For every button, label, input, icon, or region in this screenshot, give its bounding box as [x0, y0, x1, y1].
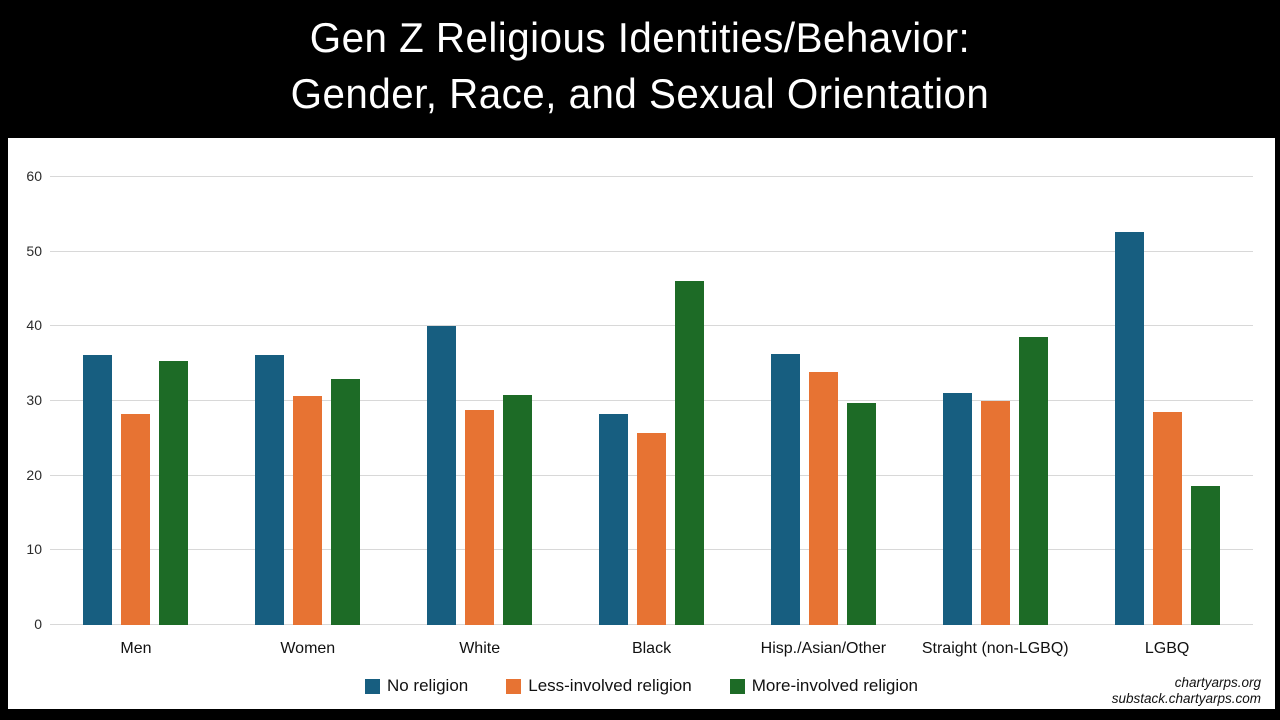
chart-title-line1: Gen Z Religious Identities/Behavior:: [309, 14, 971, 61]
bar: [255, 355, 285, 625]
x-axis-label: Women: [280, 640, 336, 657]
gridline-40: [50, 325, 1253, 327]
bar-group-men: [50, 138, 222, 625]
legend-item: No religion: [364, 676, 469, 696]
gridline-50: [50, 250, 1253, 252]
bar-groups: [50, 138, 1253, 625]
bar: [637, 433, 666, 625]
bar: [1114, 232, 1144, 625]
gridline-60: [50, 175, 1253, 177]
x-axis-label: LGBQ: [1144, 640, 1190, 657]
legend-swatch-icon: [364, 678, 380, 694]
bar: [1152, 412, 1182, 625]
x-axis: Men Women White Black Hisp./Asian/Other Strai…: [50, 640, 1253, 658]
x-axis-label: Hisp./Asian/Other: [760, 640, 887, 657]
chart-title: Gen Z Religious Identities/Behavior: Gen…: [26, 0, 1255, 122]
chart-card: 0 10 20 30 40 50 60 Men Women White Black Hisp./As…: [8, 138, 1275, 709]
x-axis-label: Straight (non-LGBQ): [921, 640, 1069, 657]
bar: [1018, 336, 1048, 625]
x-axis-label: Men: [120, 640, 152, 657]
x-axis-label: Black: [631, 640, 672, 657]
bar: [942, 392, 972, 625]
bar-group-hisp-asian-other: [737, 138, 909, 625]
bar-group-white: [394, 138, 566, 625]
y-tick-label-10: 10: [26, 541, 42, 558]
bar: [808, 371, 838, 625]
y-tick-label-30: 30: [26, 391, 42, 408]
credits: chartyarps.org substack.chartyarps.com: [1112, 675, 1261, 707]
y-axis: 0 10 20 30 40 50 60: [8, 138, 42, 631]
bar: [121, 414, 151, 625]
y-tick-label-20: 20: [26, 466, 42, 483]
legend: No religion Less-involved religion More-in…: [8, 676, 1275, 696]
legend-label: No religion: [386, 676, 469, 695]
credit-line-2: substack.chartyarps.com: [1111, 691, 1261, 706]
bar-group-lgbq: [1081, 138, 1253, 625]
bar: [675, 281, 704, 625]
bar: [980, 400, 1010, 625]
legend-swatch-icon: [729, 678, 745, 694]
gridline-30: [50, 399, 1253, 401]
bar: [465, 409, 495, 625]
bar: [770, 353, 800, 625]
y-tick-label-60: 60: [26, 167, 42, 184]
legend-item: Less-involved religion: [506, 676, 692, 696]
chart-title-line2: Gender, Race, and Sexual Orientation: [290, 69, 990, 117]
bar-group-women: [222, 138, 394, 625]
bar: [599, 413, 628, 625]
y-tick-label-0: 0: [34, 616, 42, 632]
plot-area: [50, 138, 1253, 625]
bar: [846, 403, 876, 625]
legend-label: More-involved religion: [751, 676, 919, 695]
bar: [331, 379, 361, 625]
credit-line-1: chartyarps.org: [1174, 675, 1261, 690]
bar: [83, 354, 113, 625]
bar: [159, 360, 189, 625]
bar: [1190, 486, 1220, 625]
legend-swatch-icon: [506, 678, 522, 694]
bar-group-straight-non-lgbq-: [909, 138, 1081, 625]
legend-label: Less-involved religion: [528, 676, 692, 695]
bar: [427, 326, 457, 625]
bar: [503, 394, 533, 625]
bar: [293, 396, 323, 625]
legend-item: More-involved religion: [729, 676, 919, 696]
chart-header: Gen Z Religious Identities/Behavior: Gen…: [0, 0, 1280, 138]
x-axis-label: White: [459, 640, 501, 657]
y-tick-label-50: 50: [26, 242, 42, 259]
bar-group-black: [566, 138, 738, 625]
y-tick-label-40: 40: [26, 317, 42, 334]
